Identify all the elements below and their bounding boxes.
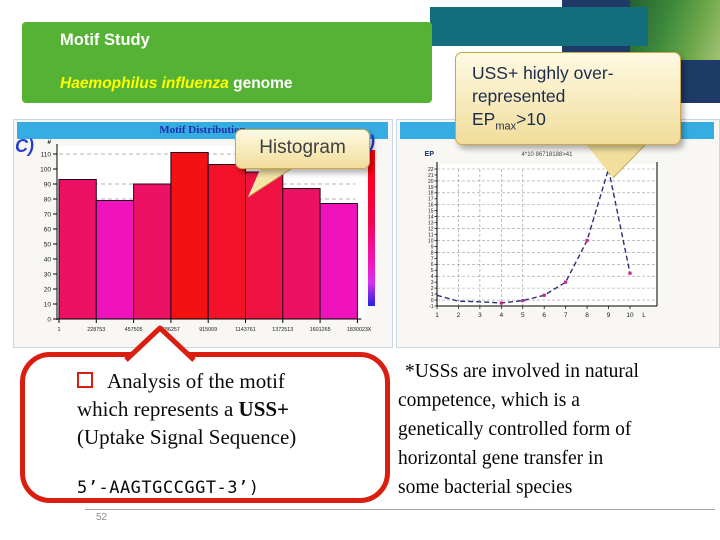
svg-text:3: 3 xyxy=(478,312,482,319)
svg-text:228753: 228753 xyxy=(87,327,105,333)
motif-distribution-histogram: 0 10 20 30 40 50 60 70 80 90 100 110 #1 228753 457505 6… xyxy=(40,139,375,333)
svg-text:17: 17 xyxy=(428,197,434,203)
svg-text:9: 9 xyxy=(607,312,611,319)
svg-text:90: 90 xyxy=(44,181,52,188)
svg-text:8: 8 xyxy=(585,312,589,319)
slide-subtitle: Haemophilus influenza genome xyxy=(60,75,293,93)
svg-text:4*10 86718188>41: 4*10 86718188>41 xyxy=(522,152,574,158)
svg-text:13: 13 xyxy=(428,221,434,227)
svg-text:22: 22 xyxy=(428,167,434,173)
decor-teal-block xyxy=(430,7,648,46)
uss-notes: *USSs are involved in natural competence,… xyxy=(398,357,718,502)
svg-text:20: 20 xyxy=(44,286,52,293)
svg-text:60: 60 xyxy=(44,226,52,233)
bubble-line3: (Uptake Signal Sequence) xyxy=(77,425,297,449)
organism-name: Haemophilus influenza xyxy=(60,75,229,92)
svg-text:L: L xyxy=(642,312,646,319)
svg-text:19: 19 xyxy=(428,185,434,191)
svg-text:6: 6 xyxy=(431,262,434,268)
notes-line: competence, which is a xyxy=(398,390,580,411)
notes-line: horizontal gene transfer in xyxy=(398,448,604,469)
svg-text:1601265: 1601265 xyxy=(310,327,331,333)
svg-text:7: 7 xyxy=(431,256,434,262)
svg-text:50: 50 xyxy=(44,241,52,248)
uss-callout-line2: represented xyxy=(472,86,566,106)
svg-text:15: 15 xyxy=(428,209,434,215)
svg-text:2: 2 xyxy=(457,312,461,319)
uss-callout-line1: USS+ highly over- xyxy=(472,63,614,83)
svg-text:14: 14 xyxy=(428,215,434,221)
svg-text:1: 1 xyxy=(431,292,434,298)
svg-text:9: 9 xyxy=(431,244,434,250)
svg-text:40: 40 xyxy=(44,256,52,263)
svg-text:10: 10 xyxy=(44,301,52,308)
svg-text:10: 10 xyxy=(428,238,434,244)
svg-text:18: 18 xyxy=(428,191,434,197)
histogram-callout: Histogram xyxy=(235,129,370,169)
svg-text:70: 70 xyxy=(44,211,52,218)
uss-sequence: 5’-AAGTGCCGGT-3’) xyxy=(77,478,260,498)
svg-text:686257: 686257 xyxy=(162,327,180,333)
uss-term: USS+ xyxy=(238,397,290,421)
uss-callout-line3: EPmax>10 xyxy=(472,109,546,133)
svg-text:4: 4 xyxy=(500,312,504,319)
svg-text:X: X xyxy=(367,327,371,333)
svg-text:#: # xyxy=(47,139,51,146)
svg-text:4: 4 xyxy=(431,274,434,280)
svg-text:3: 3 xyxy=(431,280,434,286)
svg-text:EP: EP xyxy=(425,151,435,158)
svg-text:915009: 915009 xyxy=(199,327,217,333)
panel-label-c: C) xyxy=(15,136,34,156)
svg-text:8: 8 xyxy=(431,250,434,256)
svg-text:5: 5 xyxy=(431,268,434,274)
svg-text:-1: -1 xyxy=(429,304,434,310)
histogram-callout-tail xyxy=(247,164,299,198)
svg-text:20: 20 xyxy=(428,179,434,185)
svg-text:7: 7 xyxy=(564,312,568,319)
uss-callout-tail xyxy=(585,142,649,179)
page-number: 52 xyxy=(96,512,108,523)
slide-title: Motif Study xyxy=(60,31,150,49)
bubble-line1: Analysis of the motif xyxy=(77,367,371,395)
notes-line: genetically controlled form of xyxy=(398,419,632,440)
bubble-line2: which represents a USS+ xyxy=(77,397,290,421)
svg-text:12: 12 xyxy=(428,226,434,232)
uss-callout: USS+ highly over- represented EPmax>10 xyxy=(455,52,681,145)
svg-text:10: 10 xyxy=(626,312,634,319)
svg-text:16: 16 xyxy=(428,203,434,209)
svg-text:2: 2 xyxy=(431,286,434,292)
svg-text:1: 1 xyxy=(435,312,439,319)
svg-text:21: 21 xyxy=(428,173,434,179)
analysis-bubble-text: Analysis of the motif which represents a… xyxy=(77,367,371,502)
svg-text:80: 80 xyxy=(44,196,52,203)
svg-text:30: 30 xyxy=(44,271,52,278)
checkbox-bullet-icon xyxy=(77,372,93,388)
notes-line: some bacterial species xyxy=(398,477,573,498)
svg-text:1372513: 1372513 xyxy=(272,327,293,333)
svg-text:5: 5 xyxy=(521,312,525,319)
analysis-bubble: Analysis of the motif which represents a… xyxy=(20,352,390,503)
svg-text:457505: 457505 xyxy=(125,327,143,333)
svg-text:0: 0 xyxy=(47,316,51,323)
svg-text:1143761: 1143761 xyxy=(235,327,256,333)
analysis-bubble-tail xyxy=(124,325,196,362)
svg-text:100: 100 xyxy=(40,166,51,173)
footer-divider xyxy=(85,509,715,510)
svg-text:1: 1 xyxy=(58,327,61,333)
notes-line: *USSs are involved in natural xyxy=(405,361,639,382)
title-box: Motif Study Haemophilus influenza genome xyxy=(22,22,432,103)
svg-text:11: 11 xyxy=(428,232,433,238)
svg-text:110: 110 xyxy=(41,151,52,158)
ep-subscript: max xyxy=(495,120,517,133)
svg-text:0: 0 xyxy=(431,298,434,304)
subtitle-rest: genome xyxy=(228,75,293,92)
svg-text:6: 6 xyxy=(542,312,546,319)
svg-text:1830023: 1830023 xyxy=(347,327,368,333)
